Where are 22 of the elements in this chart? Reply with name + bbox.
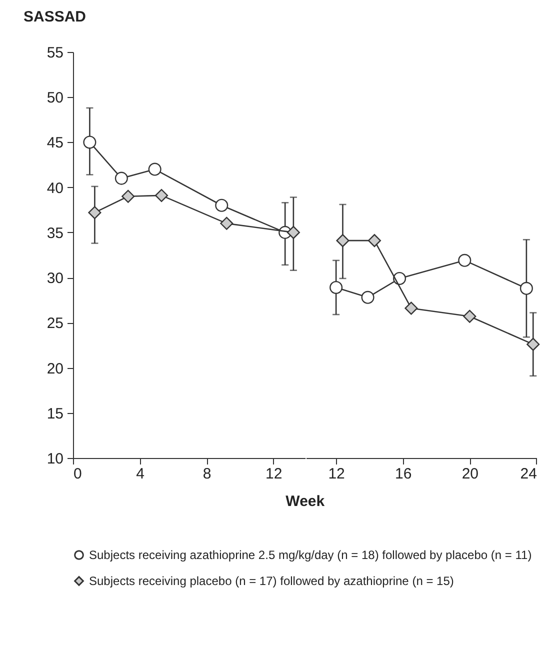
x-tick-label: 8	[202, 466, 212, 482]
legend-label: Subjects receiving azathioprine 2.5 mg/kg/day (n = 18) followed by placebo (n = 11)	[89, 548, 532, 562]
y-axis-title: SASSAD	[24, 8, 86, 26]
y-tick-label: 55	[46, 44, 64, 62]
y-tick-label: 30	[46, 270, 64, 288]
y-tick-label: 15	[46, 405, 64, 422]
x-tick-label: 4	[136, 466, 144, 482]
x-tick-label: 0	[74, 466, 82, 482]
y-tick-label: 45	[46, 134, 64, 152]
y-tick-label: 40	[46, 180, 64, 197]
y-tick-label: 25	[46, 315, 64, 332]
y-tick-label: 10	[46, 450, 64, 468]
x-tick-label: 12	[328, 466, 345, 482]
legend-label: Subjects receiving placebo (n = 17) followed by azathioprine (n = 15)	[89, 574, 454, 588]
x-axis-title: Week	[286, 493, 326, 510]
x-tick-label: 12	[266, 466, 282, 482]
x-tick-label: 24	[520, 466, 537, 482]
x-tick-label: 20	[462, 466, 479, 482]
y-tick-label: 20	[46, 360, 64, 378]
y-tick-label: 35	[46, 224, 64, 242]
y-tick-label: 50	[46, 90, 64, 107]
x-tick-label: 16	[395, 466, 412, 482]
